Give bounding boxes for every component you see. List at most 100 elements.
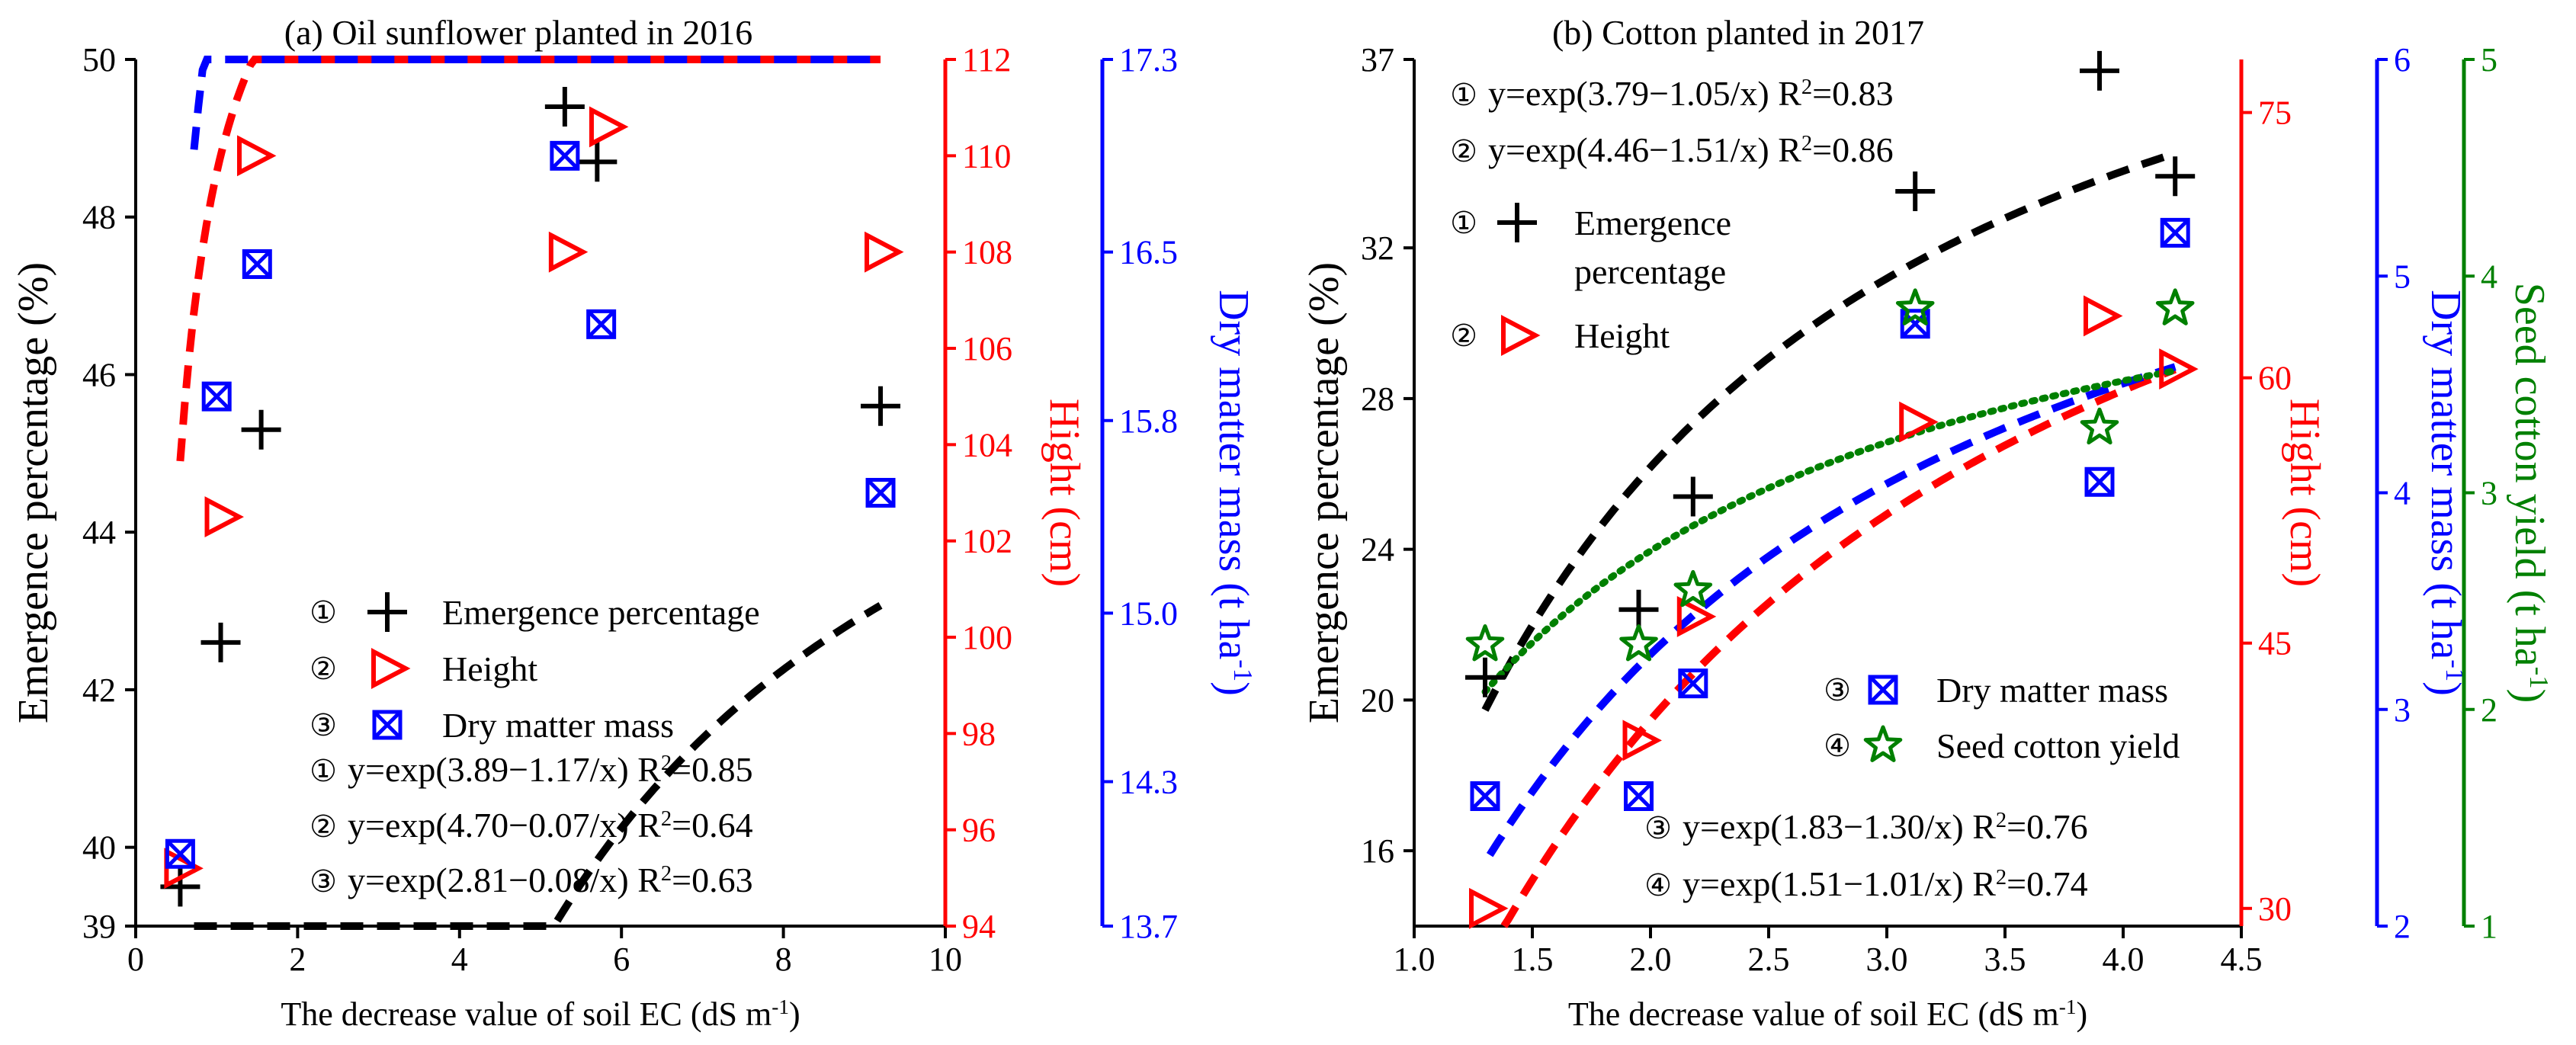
fit-equation-part: =0.76 (2007, 807, 2087, 846)
y-tick-label: 39 (82, 908, 116, 945)
data-point-height (589, 106, 629, 148)
fit-equation-part: =0.86 (1812, 130, 1893, 169)
data-point-emergence-percentage (577, 142, 618, 182)
y-axis-label: Hight (cm) (1041, 399, 1088, 587)
fit-equation-part: 2 (661, 807, 672, 831)
fit-equation-part: =0.64 (672, 806, 752, 845)
chart-title: (a) Oil sunflower planted in 2016 (284, 13, 752, 52)
data-point-height (2084, 295, 2123, 337)
y-tick-label: 75 (2258, 95, 2292, 132)
fit-equation-part: 2 (661, 862, 672, 886)
y-tick-label: 6 (2394, 41, 2411, 79)
y-axis-label-part: Emergence percentage (%) (1301, 262, 1348, 723)
fit-curve-seed-cotton-yield (1481, 367, 2179, 696)
legend-marker (372, 710, 403, 740)
data-point-seed-cotton-yield (1619, 624, 1658, 662)
data-point-dry-matter-mass (242, 248, 272, 279)
y-axis-label-part: -1 (2441, 659, 2471, 681)
x-axis-label-part: -1 (2059, 995, 2077, 1018)
data-point-dry-matter-mass (1624, 781, 1654, 811)
y-tick-label: 16 (1361, 832, 1394, 870)
y-tick-label: 15.0 (1119, 595, 1178, 632)
x-tick-label: 3.0 (1866, 941, 1908, 978)
legend-number: ② (310, 652, 337, 686)
y-tick-label: 30 (2258, 890, 2292, 928)
x-axis-label-part: ) (789, 995, 800, 1033)
legend-number: ③ (310, 708, 337, 742)
x-tick-label: 0 (127, 941, 144, 978)
y-axis-label: Dry matter mass (t ha-1) (2422, 290, 2471, 696)
equation-number: ② (310, 809, 337, 844)
y-tick-label: 15.8 (1119, 402, 1178, 440)
equation-number: ① (1450, 78, 1477, 112)
panel-b-cotton: (b) Cotton planted in 2017 1.0 1.5 2.0 2.5 3.… (1301, 13, 2555, 1033)
fit-equation-part: 2 (1996, 809, 2007, 832)
legend-label: Seed cotton yield (1936, 726, 2180, 765)
y-tick-label: 28 (1361, 380, 1394, 418)
legend-label: Emergence percentage (442, 593, 760, 632)
fit-curve-height (176, 56, 881, 462)
data-point-emergence-percentage (241, 409, 281, 450)
x-tick-label: 4.5 (2221, 941, 2263, 978)
y-tick-label: 4 (2481, 258, 2497, 295)
y-axis-label-part: ) (2506, 689, 2553, 704)
y-tick-label: 2 (2481, 691, 2497, 729)
y-tick-label: 3 (2394, 691, 2411, 729)
data-point-height (1622, 720, 1662, 761)
y-axis-label: Seed cotton yield (t ha-1) (2506, 283, 2555, 703)
data-point-emergence-percentage (1465, 657, 1505, 697)
data-point-dry-matter-mass (2160, 217, 2190, 248)
data-point-dry-matter-mass (1470, 781, 1500, 811)
legend-label: Dry matter mass (1936, 671, 2168, 710)
fit-curve-emergence-percentage (1481, 149, 2177, 712)
fit-equation-part: y=exp(4.70−0.07/x) R (348, 806, 661, 845)
x-tick-label: 2.5 (1748, 941, 1790, 978)
y-axis-label: Hight (cm) (2281, 399, 2328, 587)
y-tick-label: 2 (2394, 908, 2411, 945)
x-axis-label-part: ) (2076, 995, 2087, 1033)
fit-curve-dry-matter-mass (190, 56, 881, 150)
legend-marker (371, 648, 411, 689)
y-tick-label: 108 (962, 234, 1012, 271)
fit-equation-part: 2 (1996, 866, 2007, 890)
y-tick-label: 17.3 (1119, 41, 1178, 79)
data-point-height (865, 231, 904, 273)
y-axis-label: Dry matter mass (t ha-1) (1210, 290, 1259, 696)
y-axis-label-part: -1 (2525, 667, 2555, 689)
legend-number: ③ (1824, 673, 1851, 707)
y-tick-label: 46 (82, 356, 116, 393)
data-point-emergence-percentage (200, 622, 241, 662)
fit-equation-part: 2 (661, 752, 672, 775)
legend-number: ④ (1824, 729, 1851, 763)
data-point-dry-matter-mass (1678, 668, 1708, 699)
y-tick-label: 100 (962, 619, 1012, 656)
x-tick-label: 6 (613, 941, 630, 978)
legend-number: ② (1450, 319, 1477, 353)
data-point-seed-cotton-yield (1465, 624, 1505, 662)
y-tick-label: 20 (1361, 681, 1394, 719)
x-tick-label: 3.5 (1984, 941, 2026, 978)
y-axis-label-part: ) (1210, 681, 1257, 696)
data-point-emergence-percentage (1618, 589, 1659, 630)
x-tick-label: 1.5 (1512, 941, 1554, 978)
data-point-dry-matter-mass (201, 381, 232, 412)
x-tick-label: 2.0 (1630, 941, 1672, 978)
data-point-seed-cotton-yield (1673, 569, 1713, 607)
legend-label: Height (1574, 316, 1670, 355)
fit-equation-part: y=exp(4.46−1.51/x) R (1488, 130, 1801, 169)
x-tick-label: 4 (451, 941, 468, 978)
fit-equation-part: y=exp(1.51−1.01/x) R (1683, 864, 1996, 903)
y-tick-label: 94 (962, 908, 996, 945)
y-tick-label: 48 (82, 199, 116, 236)
y-tick-label: 37 (1361, 41, 1394, 79)
x-tick-label: 8 (775, 941, 792, 978)
equation-number: ② (1450, 134, 1477, 168)
y-tick-label: 44 (82, 514, 116, 551)
y-axis-label-part: Hight (cm) (2281, 399, 2328, 587)
data-point-dry-matter-mass (865, 478, 896, 508)
y-tick-label: 4 (2394, 475, 2411, 512)
fit-curve-dry-matter-mass (1486, 363, 2177, 857)
y-axis-label-part: Hight (cm) (1041, 399, 1088, 587)
x-tick-label: 4.0 (2103, 941, 2145, 978)
